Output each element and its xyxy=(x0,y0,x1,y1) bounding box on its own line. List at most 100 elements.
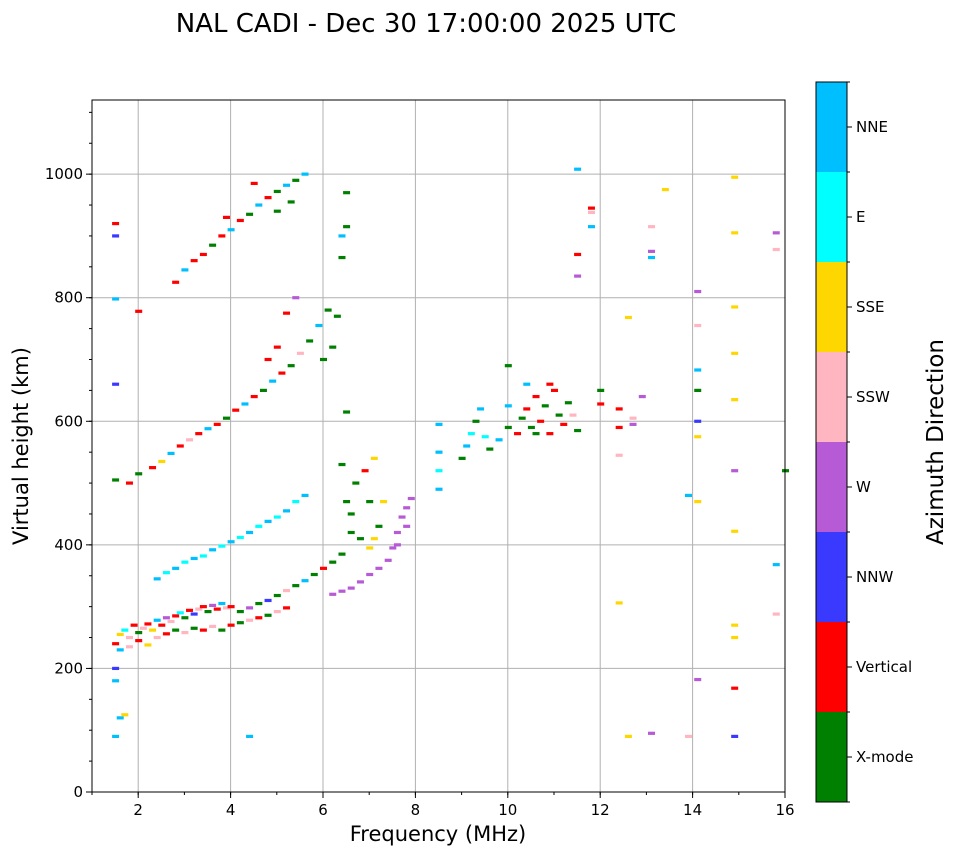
echo-point xyxy=(597,402,605,406)
y-tick-label: 800 xyxy=(54,289,83,307)
echo-point xyxy=(648,249,656,253)
echo-point xyxy=(329,592,337,596)
echo-point xyxy=(587,210,595,215)
echo-point xyxy=(199,252,207,257)
series-group xyxy=(435,364,582,491)
echo-point xyxy=(694,435,702,439)
echo-point xyxy=(527,425,535,430)
echo-point xyxy=(236,609,244,614)
echo-point xyxy=(246,734,254,738)
colorbar-tick-label: Vertical xyxy=(856,658,912,676)
echo-point xyxy=(125,635,133,640)
x-tick-label: 16 xyxy=(775,801,794,819)
echo-point xyxy=(389,546,397,550)
echo-point xyxy=(287,200,295,204)
x-tick-label: 6 xyxy=(318,801,328,819)
echo-point xyxy=(574,167,582,171)
echo-point xyxy=(324,308,332,312)
echo-point xyxy=(347,586,355,590)
echo-point xyxy=(112,666,120,671)
echo-point xyxy=(264,613,272,617)
echo-point xyxy=(403,506,411,510)
echo-point xyxy=(236,218,244,223)
echo-point xyxy=(301,172,309,176)
echo-point xyxy=(273,345,281,349)
series-group xyxy=(338,456,388,550)
colorbar-tick-label: W xyxy=(856,478,871,496)
echo-point xyxy=(574,274,582,278)
echo-point xyxy=(638,394,646,399)
echo-point xyxy=(338,255,346,260)
echo-point xyxy=(112,221,120,226)
echo-point xyxy=(772,231,780,235)
echo-point xyxy=(648,225,656,229)
echo-point xyxy=(731,635,739,640)
echo-point xyxy=(393,543,401,547)
echo-point xyxy=(731,686,739,690)
echo-point xyxy=(560,422,568,426)
echo-point xyxy=(195,607,203,611)
colorbar-tick-label: NNE xyxy=(856,118,888,136)
echo-point xyxy=(403,524,411,528)
echo-point xyxy=(292,584,300,588)
echo-point xyxy=(648,255,656,260)
echo-point xyxy=(112,478,120,482)
echo-point xyxy=(149,466,157,470)
colorbar-swatch xyxy=(816,262,847,352)
echo-point xyxy=(283,606,291,610)
grid-lines xyxy=(92,100,785,792)
series-group xyxy=(112,552,346,646)
echo-point xyxy=(190,626,198,630)
echo-point xyxy=(144,622,152,626)
echo-point xyxy=(347,530,355,535)
echo-point xyxy=(333,314,341,318)
echo-point xyxy=(112,734,120,738)
echo-point xyxy=(112,642,120,646)
echo-point xyxy=(213,422,221,426)
data-marks xyxy=(112,167,789,738)
echo-point xyxy=(435,450,443,454)
echo-point xyxy=(195,432,203,436)
echo-point xyxy=(255,616,263,620)
echo-point xyxy=(292,178,300,182)
echo-point xyxy=(222,606,230,610)
echo-point xyxy=(504,425,512,430)
echo-point xyxy=(587,206,595,210)
echo-point xyxy=(259,388,267,392)
echo-point xyxy=(213,607,221,611)
echo-point xyxy=(273,209,281,213)
y-tick-label: 1000 xyxy=(45,165,83,183)
echo-point xyxy=(172,614,180,618)
echo-point xyxy=(504,404,512,408)
echo-point xyxy=(255,601,263,606)
echo-point xyxy=(481,435,489,439)
echo-point xyxy=(772,247,780,252)
echo-point xyxy=(218,628,226,632)
colorbar-frame xyxy=(815,81,848,803)
echo-point xyxy=(518,416,526,420)
echo-point xyxy=(273,515,281,519)
echo-point xyxy=(731,623,739,627)
colorbar-swatch xyxy=(816,172,847,262)
echo-point xyxy=(273,189,281,194)
echo-point xyxy=(264,357,272,362)
echo-point xyxy=(343,191,351,195)
echo-point xyxy=(338,589,346,593)
colorbar-swatch xyxy=(816,352,847,442)
echo-point xyxy=(227,623,235,627)
echo-point xyxy=(204,609,212,614)
echo-point xyxy=(731,734,739,738)
echo-point xyxy=(112,382,120,386)
colorbar-tick-label: E xyxy=(856,208,865,226)
echo-point xyxy=(661,187,669,192)
echo-point xyxy=(227,228,235,232)
echo-point xyxy=(393,530,401,535)
echo-point xyxy=(278,371,286,375)
colorbar-swatch xyxy=(816,622,847,712)
echo-point xyxy=(172,628,180,632)
echo-point xyxy=(232,408,240,412)
echo-point xyxy=(167,619,175,624)
series-group xyxy=(116,606,291,652)
echo-point xyxy=(209,243,217,247)
